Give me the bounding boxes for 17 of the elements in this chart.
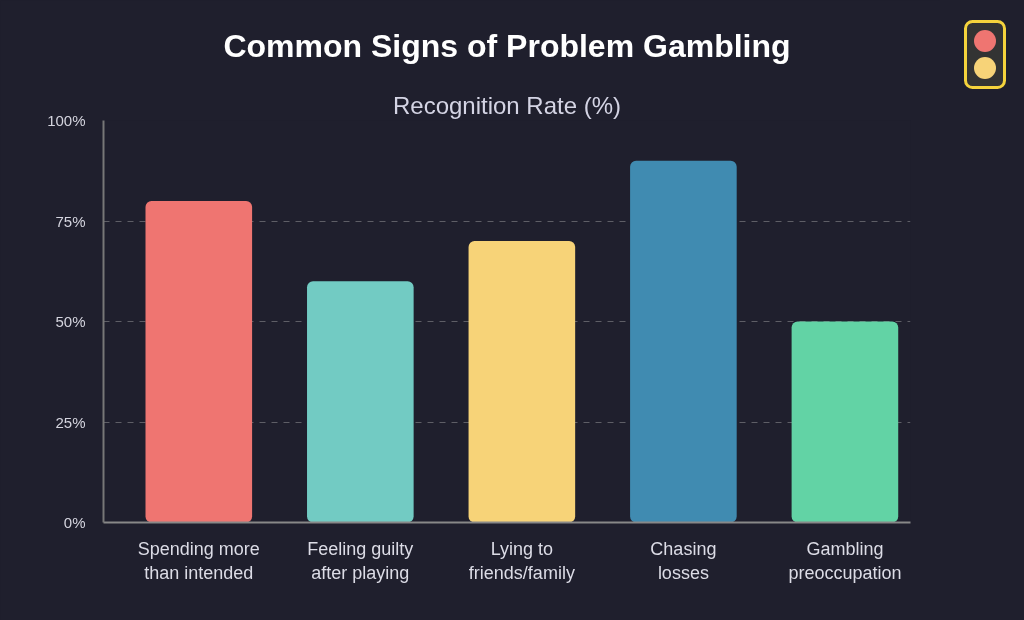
- bar: [307, 281, 414, 523]
- x-tick-label: Lying to friends/family: [468, 538, 575, 583]
- bar: [630, 160, 737, 523]
- x-tick-label: Gambling preoccupation: [788, 538, 902, 583]
- bar: [468, 241, 576, 523]
- bar: [145, 200, 253, 523]
- y-tick-label: 0%: [63, 514, 86, 531]
- x-tick-label: Feeling guilty after playing: [307, 538, 414, 583]
- y-tick-label: 100%: [47, 112, 86, 129]
- x-tick-label: Chasing losses: [650, 538, 717, 583]
- x-tick-label: Spending more than intended: [137, 538, 260, 583]
- y-tick-label: 25%: [55, 413, 86, 431]
- chart-subtitle: Recognition Rate (%): [392, 92, 622, 119]
- chart-title: Common Signs of Problem Gambling: [223, 27, 791, 64]
- y-tick-label: 50%: [55, 313, 86, 330]
- bar: [791, 321, 899, 523]
- y-tick-label: 75%: [55, 212, 86, 230]
